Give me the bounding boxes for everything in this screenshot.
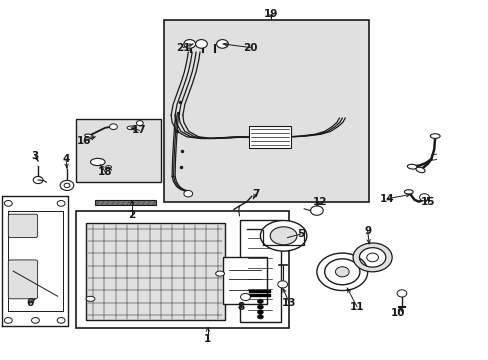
Text: 18: 18	[98, 167, 112, 177]
Circle shape	[57, 201, 65, 206]
Ellipse shape	[260, 220, 306, 251]
Bar	[85, 223, 224, 320]
Text: 15: 15	[420, 197, 434, 207]
FancyBboxPatch shape	[8, 214, 38, 238]
Circle shape	[257, 315, 263, 319]
Ellipse shape	[215, 271, 224, 276]
Bar	[95, 200, 156, 205]
Bar	[76, 211, 288, 328]
Ellipse shape	[127, 126, 135, 130]
Bar	[223, 257, 266, 304]
Circle shape	[396, 290, 406, 297]
Bar	[163, 20, 368, 202]
Circle shape	[183, 40, 195, 48]
Text: 11: 11	[349, 302, 364, 312]
Circle shape	[57, 318, 65, 323]
Text: 21: 21	[176, 42, 190, 53]
Text: 6: 6	[27, 298, 34, 308]
Ellipse shape	[90, 158, 105, 166]
Bar	[249, 126, 290, 148]
Circle shape	[60, 180, 74, 190]
Circle shape	[109, 124, 117, 130]
Circle shape	[257, 299, 263, 303]
Text: 12: 12	[312, 197, 327, 207]
Text: 1: 1	[204, 334, 211, 344]
Text: 19: 19	[264, 9, 278, 19]
Text: 16: 16	[77, 136, 91, 146]
Text: 13: 13	[282, 298, 296, 308]
Ellipse shape	[407, 164, 416, 169]
Text: 10: 10	[390, 308, 405, 318]
Circle shape	[216, 40, 228, 48]
Circle shape	[4, 318, 12, 323]
Text: 14: 14	[379, 194, 394, 204]
Ellipse shape	[84, 134, 93, 138]
Text: 2: 2	[128, 210, 135, 220]
Text: 7: 7	[251, 189, 259, 199]
Circle shape	[277, 281, 287, 288]
Circle shape	[257, 310, 263, 314]
Circle shape	[240, 293, 250, 301]
Ellipse shape	[105, 166, 111, 168]
Text: 17: 17	[132, 125, 146, 135]
Text: 5: 5	[297, 229, 304, 239]
Circle shape	[183, 190, 192, 197]
Circle shape	[419, 194, 428, 201]
Text: 9: 9	[364, 226, 370, 236]
Circle shape	[366, 253, 378, 262]
Circle shape	[136, 121, 143, 126]
Text: 20: 20	[243, 42, 257, 53]
Circle shape	[32, 318, 39, 323]
Circle shape	[335, 267, 348, 277]
Circle shape	[64, 183, 70, 188]
Bar	[249, 290, 271, 293]
Circle shape	[33, 176, 43, 184]
Ellipse shape	[415, 167, 424, 173]
Ellipse shape	[429, 134, 439, 139]
Ellipse shape	[86, 296, 95, 301]
Text: 4: 4	[62, 154, 70, 164]
Bar	[249, 294, 271, 297]
Circle shape	[195, 40, 207, 48]
Circle shape	[310, 206, 323, 215]
Ellipse shape	[269, 227, 296, 245]
Bar	[76, 119, 161, 182]
Circle shape	[4, 201, 12, 206]
FancyBboxPatch shape	[8, 260, 38, 299]
Text: 3: 3	[32, 150, 39, 161]
Bar	[239, 220, 281, 322]
Text: 8: 8	[237, 302, 244, 312]
Ellipse shape	[404, 190, 412, 194]
Circle shape	[257, 305, 263, 309]
